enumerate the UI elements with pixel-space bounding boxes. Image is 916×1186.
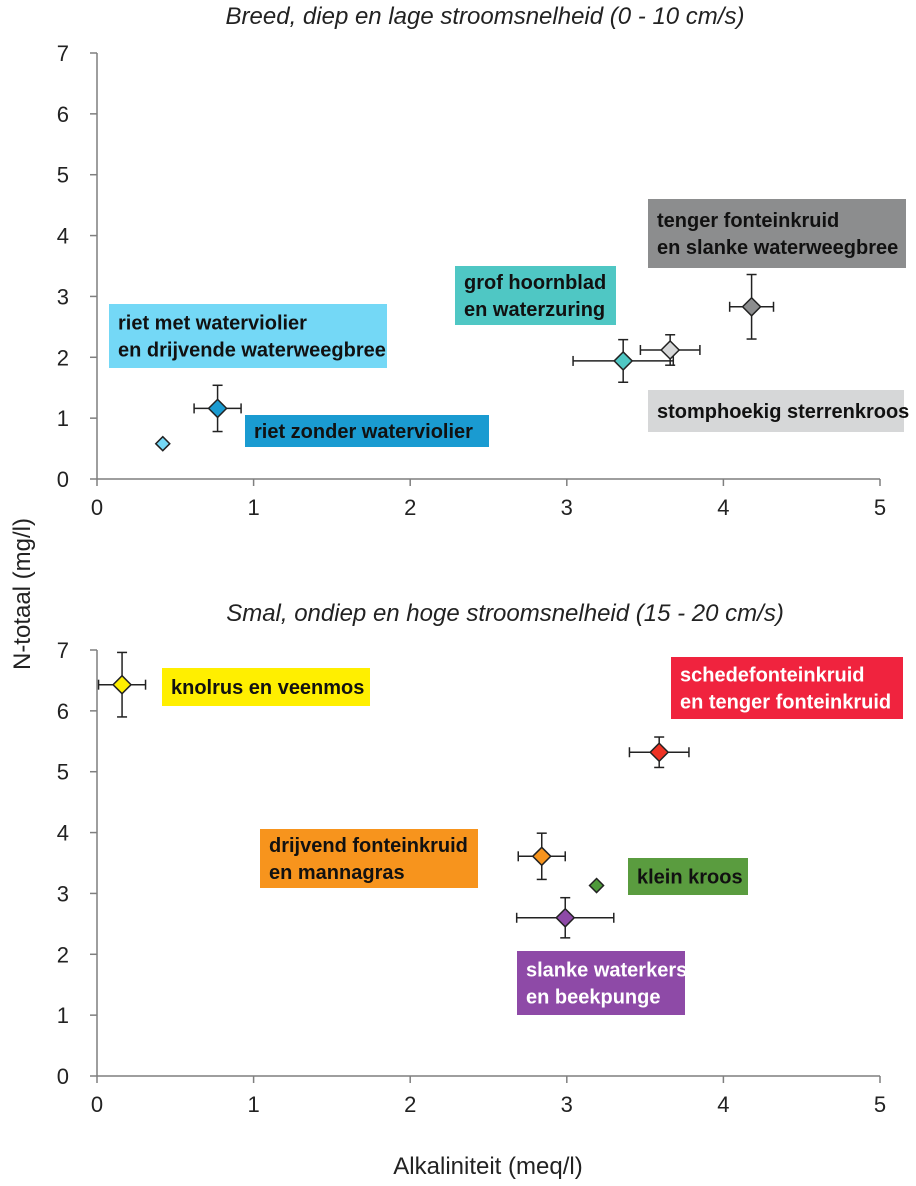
bottom-scatter-panel: Smal, ondiep en hoge stroomsnelheid (15 … <box>57 600 903 1117</box>
annotation-text: klein kroos <box>637 867 743 889</box>
annotation-box <box>109 304 387 368</box>
diamond-marker <box>741 296 762 317</box>
chart-title: Smal, ondiep en hoge stroomsnelheid (15 … <box>226 600 784 627</box>
y-tick-label: 1 <box>57 406 69 431</box>
data-point <box>728 273 775 340</box>
x-tick-label: 0 <box>91 1092 103 1117</box>
y-tick-label: 3 <box>57 881 69 906</box>
data-point <box>97 651 147 718</box>
annotation-box <box>245 415 489 447</box>
diamond-marker <box>154 435 171 452</box>
annotation-text: schedefonteinkruid <box>680 665 864 687</box>
y-tick-label: 5 <box>57 163 69 188</box>
diamond-marker <box>531 846 552 867</box>
annotation-text: slanke waterkers <box>526 960 687 982</box>
x-tick-label: 3 <box>561 1092 573 1117</box>
annotation-label: grof hoornblad en waterzuring <box>455 266 616 325</box>
annotation-label: schedefonteinkruid en tenger fonteinkruid <box>671 657 903 719</box>
diamond-marker <box>613 350 634 371</box>
x-tick-label: 0 <box>91 495 103 520</box>
y-tick-label: 4 <box>57 821 69 846</box>
data-point <box>628 736 690 769</box>
x-tick-label: 4 <box>717 1092 729 1117</box>
annotation-box <box>648 199 906 268</box>
data-point <box>588 877 605 894</box>
annotation-text: en mannagras <box>269 862 405 884</box>
annotation-box <box>671 657 903 719</box>
chart-title: Breed, diep en lage stroomsnelheid (0 - … <box>226 3 745 30</box>
data-point <box>193 384 242 433</box>
x-axis-label: Alkaliniteit (meq/l) <box>393 1153 582 1180</box>
annotation-text: en drijvende waterweegbree <box>118 340 386 362</box>
annotation-box <box>517 951 685 1015</box>
x-tick-label: 3 <box>561 495 573 520</box>
x-tick-label: 1 <box>247 495 259 520</box>
diamond-marker <box>111 674 133 695</box>
diamond-marker <box>555 907 576 928</box>
annotation-text: en tenger fonteinkruid <box>680 692 891 714</box>
annotation-text: en beekpunge <box>526 987 660 1009</box>
y-tick-label: 4 <box>57 224 69 249</box>
diamond-marker <box>660 339 681 361</box>
data-point <box>572 338 675 383</box>
data-point <box>154 435 171 452</box>
annotation-text: drijvend fonteinkruid <box>269 835 468 857</box>
annotation-text: tenger fonteinkruid <box>657 210 839 232</box>
x-tick-label: 4 <box>717 495 729 520</box>
x-tick-label: 1 <box>247 1092 259 1117</box>
y-tick-label: 2 <box>57 345 69 370</box>
y-tick-label: 6 <box>57 699 69 724</box>
y-tick-label: 5 <box>57 760 69 785</box>
y-tick-label: 7 <box>57 638 69 663</box>
top-scatter-panel: Breed, diep en lage stroomsnelheid (0 - … <box>57 3 910 520</box>
y-axis-label: N-totaal (mg/l) <box>9 518 36 670</box>
annotation-box <box>260 829 478 888</box>
annotation-text: en slanke waterweegbree <box>657 237 898 259</box>
y-tick-label: 1 <box>57 1003 69 1028</box>
annotation-box <box>648 390 904 432</box>
annotation-label: klein kroos <box>628 858 748 895</box>
y-tick-label: 7 <box>57 41 69 66</box>
y-tick-label: 3 <box>57 284 69 309</box>
annotation-text: stomphoekig sterrenkroos <box>657 401 909 423</box>
annotation-label: riet zonder waterviolier <box>245 415 489 447</box>
annotation-text: grof hoornblad <box>464 272 606 294</box>
x-tick-label: 5 <box>874 495 886 520</box>
diamond-marker <box>207 398 228 419</box>
annotation-box <box>628 858 748 895</box>
x-tick-label: 2 <box>404 495 416 520</box>
y-tick-label: 0 <box>57 1064 69 1089</box>
annotation-label: tenger fonteinkruid en slanke waterweegbr… <box>648 199 906 268</box>
y-tick-label: 6 <box>57 102 69 127</box>
annotation-box <box>162 668 370 706</box>
annotation-text: riet zonder waterviolier <box>254 421 473 443</box>
diamond-marker <box>588 877 605 894</box>
data-point <box>517 832 566 881</box>
annotation-text: en waterzuring <box>464 299 605 321</box>
annotation-label: drijvend fonteinkruid en mannagras <box>260 829 478 888</box>
data-point <box>515 896 615 939</box>
annotation-label: riet met waterviolier en drijvende waterw… <box>109 304 387 368</box>
y-tick-label: 2 <box>57 942 69 967</box>
annotation-text: riet met waterviolier <box>118 313 307 335</box>
y-tick-label: 0 <box>57 467 69 492</box>
annotation-text: knolrus en veenmos <box>171 677 364 699</box>
data-point <box>639 334 701 366</box>
diamond-marker <box>649 742 670 763</box>
x-tick-label: 5 <box>874 1092 886 1117</box>
annotation-label: slanke waterkers en beekpunge <box>517 951 687 1015</box>
annotation-label: knolrus en veenmos <box>162 668 370 706</box>
x-tick-label: 2 <box>404 1092 416 1117</box>
annotation-label: stomphoekig sterrenkroos <box>648 390 909 432</box>
annotation-box <box>455 266 616 325</box>
